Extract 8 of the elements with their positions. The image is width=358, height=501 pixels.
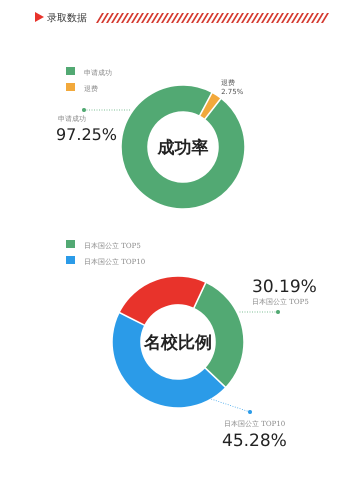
data-label: 30.19% (252, 277, 317, 297)
data-label: 97.25% (56, 125, 118, 144)
text: 名校比例 (143, 333, 212, 353)
text: 成功率 (156, 138, 208, 158)
donut-slice (120, 84, 246, 210)
chart-title: 录取数据 (47, 12, 87, 24)
donut-slice (198, 92, 222, 120)
data-label: 45.28% (222, 431, 287, 451)
